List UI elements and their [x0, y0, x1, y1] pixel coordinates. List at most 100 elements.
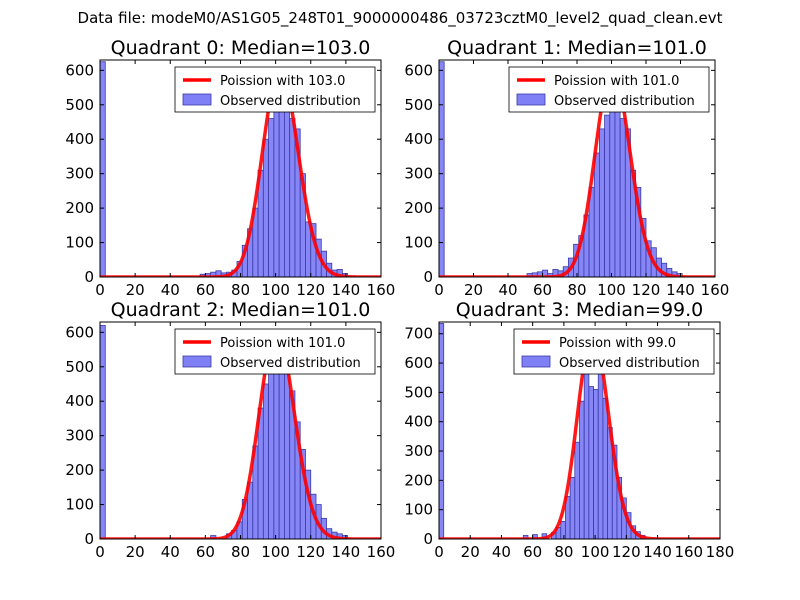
x-tick-label: 120 [296, 281, 325, 299]
chart-quadrant-3: 0 20 40 60 80 100 120 140 160 1800100200300400500… [404, 299, 734, 561]
x-tick-label: 0 [95, 543, 105, 561]
poisson-curve [100, 68, 381, 277]
figure-title: Data file: modeM0/AS1G05_248T01_90000004… [77, 9, 723, 27]
y-tick-label: 100 [65, 234, 94, 252]
x-tick-label: 0 [95, 281, 105, 299]
histogram-bar [268, 118, 275, 277]
x-tick-label: 140 [643, 543, 672, 561]
legend: Poission with 103.0 Observed distribution [174, 66, 376, 113]
plot-area [100, 325, 381, 539]
legend-bars-swatch [182, 355, 212, 368]
histogram-bar [273, 352, 280, 539]
plot-area [439, 323, 720, 539]
y-tick-label: 300 [65, 427, 94, 445]
y-tick-label: 600 [65, 323, 94, 341]
histogram-bar [262, 138, 269, 277]
x-tick-label: 160 [367, 281, 396, 299]
y-tick-label: 500 [65, 96, 94, 114]
subplot-title: Quadrant 2: Median=101.0 [111, 299, 371, 321]
x-tick-label: 40 [161, 281, 180, 299]
legend-curve-label: Poission with 99.0 [559, 336, 676, 351]
histogram-bar [262, 383, 269, 539]
x-tick-label: 20 [126, 543, 145, 561]
x-tick-label: 40 [498, 281, 517, 299]
histogram-bar [273, 102, 280, 277]
x-tick-label: 20 [126, 281, 145, 299]
legend-curve-label: Poission with 101.0 [220, 336, 345, 351]
histogram-bar [574, 441, 580, 539]
x-tick-label: 120 [612, 543, 641, 561]
legend-bars-swatch [516, 93, 546, 106]
x-tick-label: 140 [666, 281, 695, 299]
legend-curve-label: Poission with 103.0 [220, 74, 345, 89]
y-tick-label: 200 [65, 199, 94, 217]
plot-area [100, 61, 381, 277]
histogram-bar [439, 323, 445, 539]
x-tick-label: 140 [332, 281, 361, 299]
chart-quadrant-2: 0 20 40 60 80 100 120 140 160 0 100 200 300 400 500 600… [65, 299, 395, 561]
y-tick-label: 300 [404, 442, 433, 460]
histogram-bar [284, 90, 291, 277]
x-tick-label: 20 [461, 543, 480, 561]
y-tick-label: 400 [404, 130, 433, 148]
y-tick-label: 100 [65, 496, 94, 514]
histogram-bar [439, 61, 445, 277]
x-tick-label: 80 [231, 543, 250, 561]
legend-curve-label: Poission with 101.0 [554, 74, 679, 89]
y-tick-label: 200 [65, 461, 94, 479]
histogram-bar [602, 397, 609, 539]
chart-quadrant-1: 0 20 40 60 80 100 120 140 160 0 100 200 300 400 500 600… [404, 37, 729, 299]
y-tick-label: 0 [423, 530, 433, 548]
histogram-bar [604, 114, 611, 277]
x-tick-label: 140 [332, 543, 361, 561]
legend: Poission with 101.0 Observed distribution [508, 66, 710, 113]
y-tick-label: 500 [404, 383, 433, 401]
histogram-bar [593, 389, 599, 539]
x-tick-label: 160 [367, 543, 396, 561]
x-tick-label: 80 [567, 281, 586, 299]
x-tick-label: 100 [261, 281, 290, 299]
y-tick-label: 400 [65, 392, 94, 410]
y-tick-label: 400 [404, 413, 433, 431]
poisson-curve [100, 330, 381, 539]
x-tick-label: 40 [492, 543, 511, 561]
x-tick-label: 80 [231, 281, 250, 299]
x-tick-label: 100 [597, 281, 626, 299]
y-tick-label: 300 [65, 165, 94, 183]
histogram-bar [619, 118, 626, 277]
x-tick-label: 120 [632, 281, 661, 299]
x-tick-label: 0 [434, 281, 444, 299]
y-tick-label: 300 [404, 165, 433, 183]
x-tick-label: 60 [196, 281, 215, 299]
x-tick-label: 180 [706, 543, 735, 561]
histogram-bar [583, 365, 590, 539]
poisson-curve [439, 68, 715, 277]
y-tick-label: 0 [84, 268, 94, 286]
y-tick-label: 100 [404, 234, 433, 252]
y-tick-label: 500 [65, 358, 94, 376]
legend-bars-swatch [182, 93, 212, 106]
legend-bars-swatch [521, 355, 551, 368]
subplot-title: Quadrant 1: Median=101.0 [447, 37, 707, 59]
y-tick-label: 200 [404, 199, 433, 217]
y-tick-label: 700 [404, 325, 433, 343]
y-tick-label: 400 [65, 130, 94, 148]
x-tick-label: 40 [161, 543, 180, 561]
y-tick-label: 0 [423, 268, 433, 286]
x-tick-label: 100 [261, 543, 290, 561]
poisson-curve [439, 331, 720, 539]
y-tick-label: 0 [84, 530, 94, 548]
y-tick-label: 600 [65, 61, 94, 79]
legend-bars-label: Observed distribution [559, 356, 700, 371]
x-tick-label: 60 [523, 543, 542, 561]
histogram-bar [569, 477, 576, 539]
x-tick-label: 160 [701, 281, 730, 299]
x-tick-label: 100 [581, 543, 610, 561]
histogram-bar [588, 386, 594, 539]
y-tick-label: 100 [404, 501, 433, 519]
legend-bars-label: Observed distribution [554, 94, 695, 109]
subplot-title: Quadrant 3: Median=99.0 [456, 299, 704, 321]
legend-bars-label: Observed distribution [220, 356, 361, 371]
histogram-bar [100, 61, 106, 277]
